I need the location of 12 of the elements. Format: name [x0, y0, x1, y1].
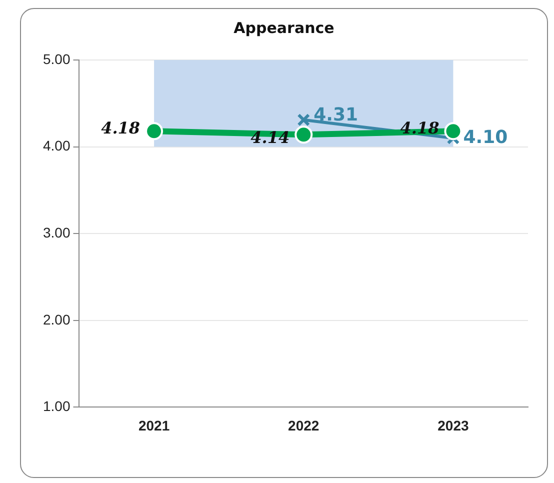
y-tick-label: 3.00: [43, 224, 70, 240]
y-tick-label: 2.00: [43, 311, 70, 328]
x-tick-label: 2021: [138, 417, 170, 434]
chart-title: Appearance: [234, 18, 334, 37]
y-tick-label: 4.00: [43, 138, 70, 154]
x-tick-label: 2022: [288, 417, 320, 434]
x-tick-label: 2023: [438, 417, 469, 434]
data-label: 4.31: [314, 104, 358, 126]
data-label: 4.10: [463, 126, 508, 148]
data-label: 4.18: [101, 118, 140, 138]
y-tick-label: 5.00: [43, 50, 70, 67]
y-tick-label: 1.00: [43, 398, 70, 414]
